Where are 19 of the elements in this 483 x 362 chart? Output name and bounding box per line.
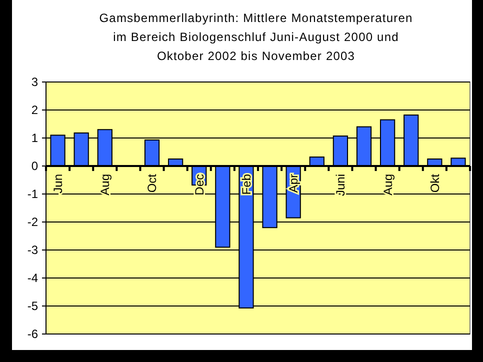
- y-tick-label: -3: [27, 243, 38, 258]
- x-tick-label: Okt: [428, 173, 442, 193]
- y-tick-label: -2: [27, 215, 38, 230]
- x-tick-label: Juni: [334, 174, 348, 196]
- y-tick-label: -6: [27, 327, 38, 342]
- y-tick-label: 1: [31, 131, 38, 146]
- chart-title: Gamsbemmerllabyrinth: Mittlere Monatstemperaturen im Bereich Biologenschluf Juni-August 2000 und Oktober 2002 bis November 2003: [99, 11, 413, 63]
- y-tick-label: -1: [27, 187, 38, 202]
- y-tick-label: -4: [27, 271, 38, 286]
- x-tick-label: Aug: [380, 174, 395, 196]
- x-tick-label: Aug: [98, 174, 112, 196]
- x-tick-label: Feb: [239, 174, 254, 195]
- y-tick-label: 2: [31, 103, 38, 118]
- x-tick-label: Apr: [286, 174, 301, 193]
- x-tick-label: Oct: [145, 173, 160, 193]
- y-tick-label: 0: [31, 159, 38, 174]
- y-tick-label: -5: [27, 299, 38, 314]
- x-tick-label: Jun: [50, 174, 65, 194]
- y-tick-label: 3: [31, 75, 38, 90]
